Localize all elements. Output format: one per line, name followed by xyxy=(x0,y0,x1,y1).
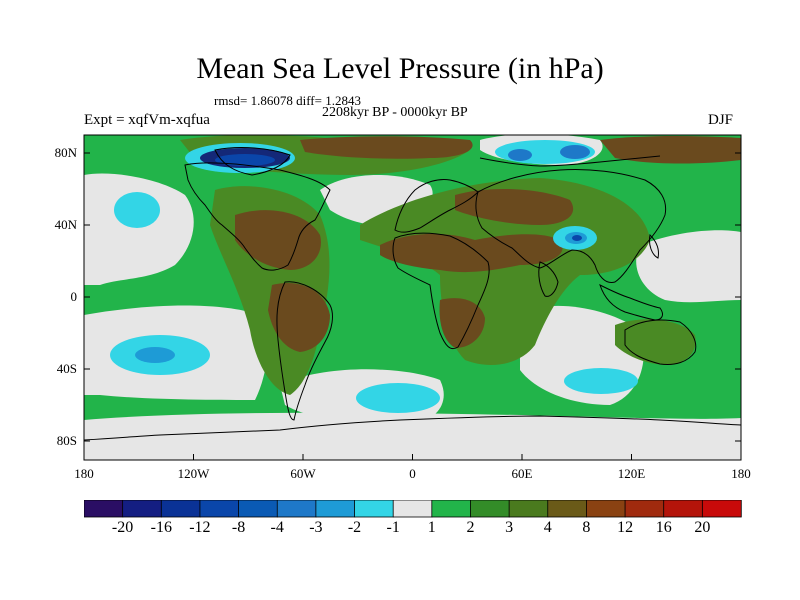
colorbar-swatch xyxy=(663,500,704,518)
colorbar-label: 4 xyxy=(543,519,552,536)
colorbar-label: -4 xyxy=(270,519,284,536)
season-label: DJF xyxy=(708,112,734,128)
colorbar-swatch xyxy=(276,500,317,518)
coastline-southeast-asia xyxy=(599,284,663,321)
colorbar-label: -16 xyxy=(150,519,172,536)
colorbar-swatch xyxy=(392,500,433,518)
neutral-region-antarctic xyxy=(84,412,741,460)
colorbar-label: 8 xyxy=(582,519,591,536)
cyan-region-south-atlantic xyxy=(356,383,440,413)
stats-label: rmsd= 1.86078 diff= 1.2843 xyxy=(214,93,361,108)
coastlines xyxy=(84,147,741,441)
colorbar-swatch xyxy=(238,500,278,518)
colorbar-label: 12 xyxy=(617,519,634,536)
colorbar-label: -20 xyxy=(111,519,134,536)
lon-label-180-west: 180 xyxy=(74,466,94,481)
coastline-australia xyxy=(624,319,697,365)
latitude-ticks xyxy=(84,152,741,442)
coastline-arctic-siberia xyxy=(479,155,661,167)
coastline-greenland xyxy=(214,147,291,176)
colorbar-swatch xyxy=(431,500,472,518)
brown-region-far-east xyxy=(600,135,741,164)
coastline-japan xyxy=(649,233,659,259)
colorbar-label: -8 xyxy=(231,519,246,536)
period-label: 2208kyr BP - 0000kyr BP xyxy=(322,105,468,120)
coastline-africa xyxy=(392,232,490,350)
colorbar-label: -3 xyxy=(309,519,323,536)
brown-region-south-america xyxy=(268,283,330,352)
brown-region-north-america xyxy=(235,210,321,270)
mid-green-region-eurasia-africa xyxy=(360,178,650,365)
cyan-region-north-pacific xyxy=(114,192,160,228)
light-blue-region-south-pacific xyxy=(135,347,175,363)
lon-label-120e: 120E xyxy=(617,466,646,481)
colorbar-label: 3 xyxy=(505,519,514,536)
lon-label-0: 0 xyxy=(409,466,416,481)
blue-region-arctic-asia-1 xyxy=(508,149,532,161)
colorbar-swatch xyxy=(508,500,549,518)
coastline-asia xyxy=(475,169,667,284)
colorbar-swatch xyxy=(547,500,588,518)
colorbar-label: -1 xyxy=(386,519,400,536)
colorbar-label: 1 xyxy=(427,519,436,536)
lat-label-80n: 80N xyxy=(54,145,77,160)
lat-label-0: 0 xyxy=(70,289,78,304)
colorbar xyxy=(84,500,742,518)
longitude-ticks xyxy=(83,454,742,460)
lon-label-120w: 120W xyxy=(177,466,210,481)
lat-label-40n: 40N xyxy=(54,217,77,232)
lon-label-60w: 60W xyxy=(290,466,316,481)
lat-label-80s: 80S xyxy=(56,433,77,448)
experiment-label: Expt = xqfVm-xqfua xyxy=(84,112,210,128)
colorbar-label: 2 xyxy=(466,519,475,536)
coastline-north-america xyxy=(184,162,331,271)
blue-region-arctic-asia-2 xyxy=(560,145,590,159)
colorbar-swatch xyxy=(701,500,742,518)
colorbar-label: 20 xyxy=(694,519,711,536)
lat-label-40s: 40S xyxy=(56,361,77,376)
colorbar-swatch xyxy=(160,500,201,518)
colorbar-swatch xyxy=(315,500,356,518)
brown-region-north-africa-asia xyxy=(380,233,563,273)
brown-region-arctic-ocean xyxy=(300,136,473,159)
colorbar-label: -12 xyxy=(189,519,211,536)
colorbar-swatch xyxy=(354,500,394,518)
coastline-south-america xyxy=(276,281,333,421)
cyan-region-indian-ocean xyxy=(564,368,638,394)
colorbar-swatch xyxy=(84,500,124,518)
lon-label-60e: 60E xyxy=(511,466,533,481)
blue-region-tibet xyxy=(572,235,582,241)
lon-label-180-east: 180 xyxy=(731,466,751,481)
brown-region-southern-africa xyxy=(439,298,485,348)
neutral-region-east-pacific xyxy=(636,230,741,303)
chart-title: Mean Sea Level Pressure (in hPa) xyxy=(196,52,604,85)
neutral-region-north-pacific xyxy=(84,173,194,285)
colorbar-swatch xyxy=(199,500,240,518)
colorbar-swatch xyxy=(586,500,626,518)
colorbar-label: -2 xyxy=(347,519,362,536)
coastline-antarctica xyxy=(84,415,741,441)
coastline-india xyxy=(538,261,559,297)
colorbar-swatch xyxy=(122,500,163,518)
brown-region-siberia xyxy=(455,188,574,225)
colorbar-swatch xyxy=(470,500,510,518)
blue-region-greenland xyxy=(215,154,275,166)
colorbar-label: 16 xyxy=(655,519,672,536)
colorbar-swatch xyxy=(624,500,665,518)
